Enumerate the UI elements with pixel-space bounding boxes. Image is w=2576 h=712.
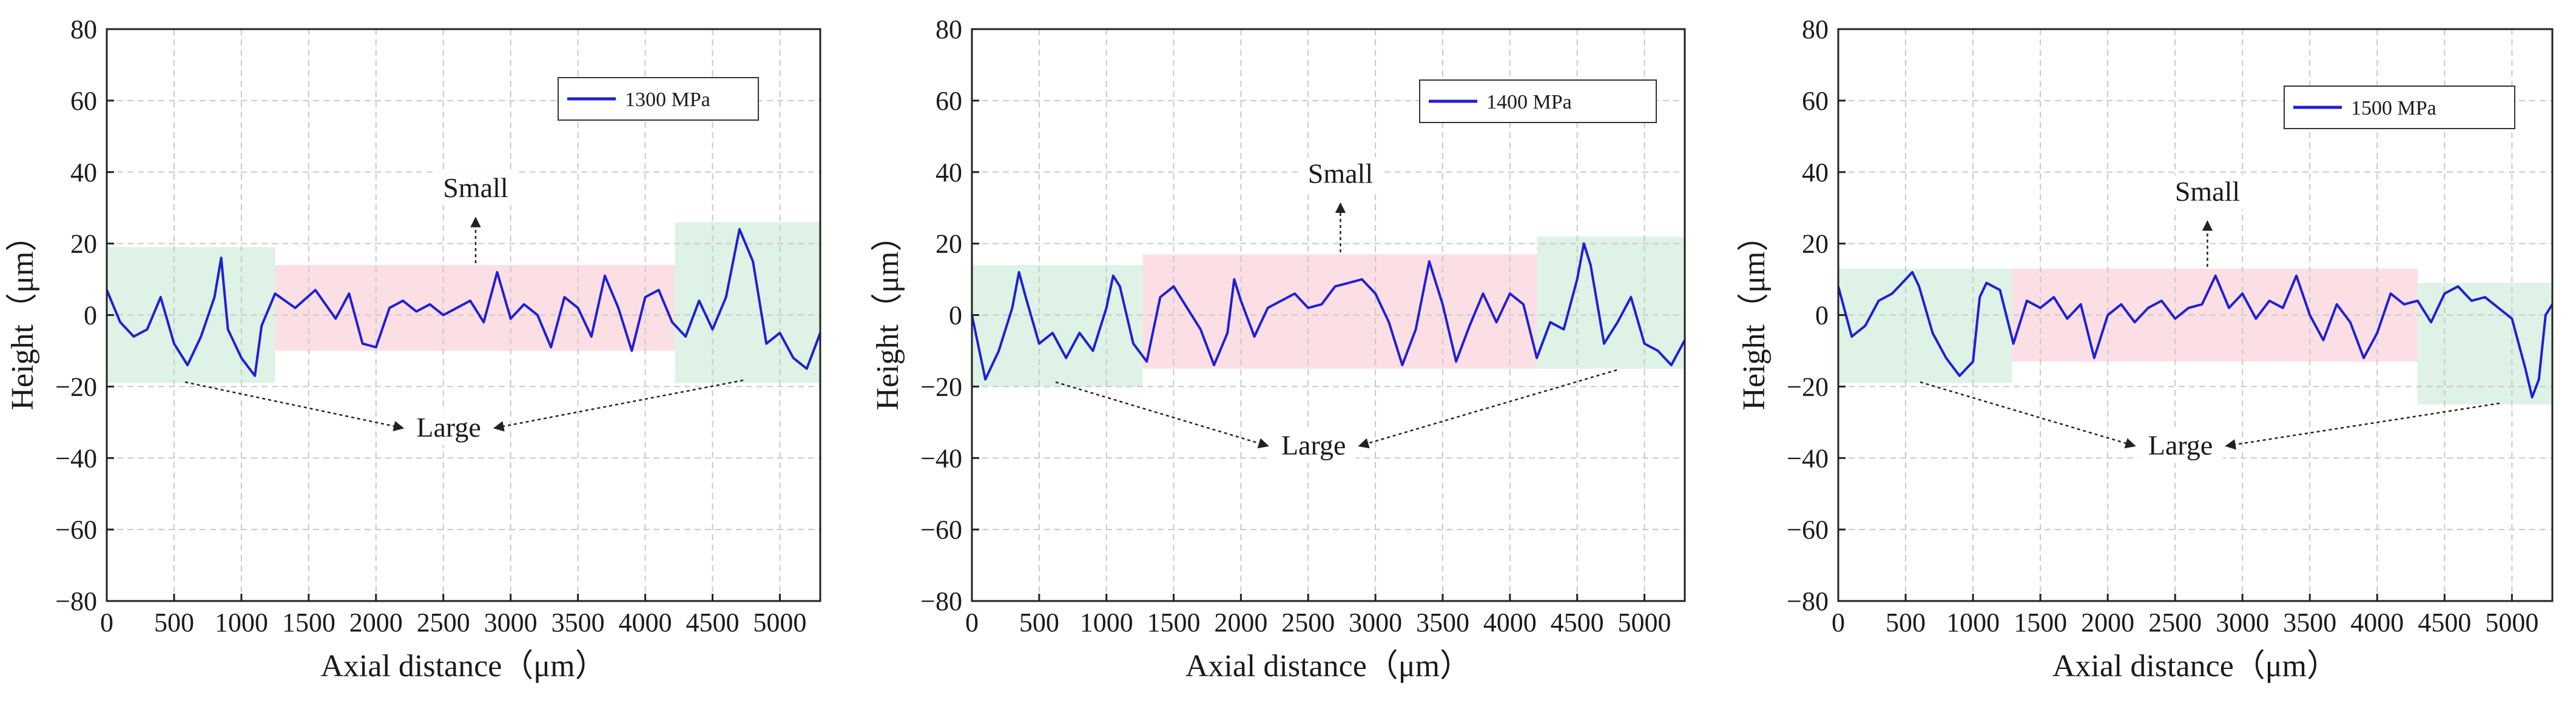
x-tick-label: 5000: [2485, 608, 2538, 637]
y-tick-label: −20: [920, 372, 962, 401]
chart-panel-1: 0 500 1000 1500 2000 2500 3000 3500 4000 4500 5000…: [5, 15, 821, 683]
x-tick-label: 500: [1019, 608, 1059, 637]
x-tick-label: 4500: [1551, 608, 1604, 637]
legend-label: 1500 MPa: [2351, 97, 2436, 119]
x-tick-label: 3000: [2216, 608, 2269, 637]
large-label-background: [406, 411, 491, 445]
x-tick-label: 1500: [2014, 608, 2067, 637]
x-tick-label: 500: [154, 608, 194, 637]
x-tick-label: 4000: [619, 608, 672, 637]
y-tick-label: −80: [920, 586, 962, 616]
legend-label: 1300 MPa: [625, 89, 710, 111]
y-axis-title: Height（μm）: [871, 220, 905, 411]
series-line: [1837, 270, 2554, 399]
y-tick-label: −40: [920, 443, 962, 473]
x-tick-label: 1000: [1946, 608, 2000, 637]
y-tick-label: 60: [1802, 86, 1829, 116]
y-tick-label: 80: [1802, 15, 1829, 44]
y-tick-label: 20: [1802, 229, 1829, 259]
x-tick-label: 1000: [215, 608, 268, 637]
x-tick-label: 4500: [2418, 608, 2471, 637]
y-tick-label: 40: [936, 158, 962, 187]
x-tick-label: 2500: [1281, 608, 1335, 637]
chart-panel-2: 0 500 1000 1500 2000 2500 3000 3500 4000 4500 5000…: [871, 15, 1686, 683]
x-tick-label: 2500: [417, 608, 470, 637]
legend-label: 1400 MPa: [1486, 91, 1572, 113]
x-axis-title: Axial distance（μm）: [1185, 649, 1471, 683]
x-tick-label: 2000: [349, 608, 403, 637]
x-tick-label: 2000: [2081, 608, 2134, 637]
x-tick-label: 500: [1886, 608, 1926, 637]
large-label-background: [2138, 429, 2224, 463]
y-tick-label: −20: [1787, 372, 1829, 401]
x-axis-title: Axial distance（μm）: [2052, 649, 2338, 683]
y-tick-label: −60: [55, 515, 97, 545]
small-annotation: Small: [443, 172, 508, 203]
y-tick-label: 0: [949, 301, 962, 331]
x-tick-label: 5000: [1617, 608, 1671, 637]
y-tick-label: −60: [1787, 515, 1829, 545]
x-tick-label: 5000: [753, 608, 806, 637]
x-tick-label: 3500: [551, 608, 605, 637]
small-region-band: [1142, 254, 1537, 369]
y-tick-label: 80: [70, 15, 97, 44]
large-annotation: Large: [1281, 429, 1346, 460]
small-annotation: Small: [2175, 176, 2240, 207]
y-tick-label: −20: [55, 372, 97, 401]
x-tick-label: 2000: [1214, 608, 1267, 637]
x-tick-label: 3500: [2283, 608, 2336, 637]
x-tick-label: 0: [1832, 608, 1845, 637]
small-label-background: [1298, 157, 1383, 192]
x-tick-label: 3500: [1416, 608, 1469, 637]
large-arrow-left: [1920, 381, 2136, 449]
large-arrow-right: [1358, 369, 1617, 449]
y-tick-label: 60: [936, 86, 962, 116]
x-tick-label: 1000: [1080, 608, 1133, 637]
small-label-background: [433, 172, 518, 206]
x-tick-label: 3000: [1349, 608, 1402, 637]
large-region-band: [972, 264, 1143, 387]
y-tick-label: 40: [1802, 158, 1829, 187]
chart-panel-3: 0 500 1000 1500 2000 2500 3000 3500 4000 4500 5000…: [1737, 15, 2554, 683]
y-tick-label: −60: [920, 515, 962, 545]
large-arrow-right: [2225, 402, 2500, 450]
x-tick-label: 4000: [2350, 608, 2404, 637]
x-tick-label: 4500: [686, 608, 739, 637]
x-axis-title: Axial distance（μm）: [320, 649, 606, 683]
y-tick-label: 20: [936, 229, 962, 259]
x-tick-label: 1500: [1147, 608, 1201, 637]
large-arrow-right: [493, 379, 744, 432]
large-arrow-left: [184, 381, 405, 432]
y-tick-label: −80: [1787, 586, 1829, 616]
x-tick-label: 2500: [2148, 608, 2202, 637]
large-arrow-left: [1055, 381, 1269, 449]
x-tick-label: 0: [965, 608, 979, 637]
y-tick-label: 60: [70, 86, 97, 116]
large-annotation: Large: [2148, 429, 2213, 460]
large-annotation: Large: [416, 412, 480, 443]
x-tick-label: 0: [100, 608, 113, 637]
large-region-band: [1537, 236, 1685, 369]
series-line: [971, 242, 1686, 381]
large-label-background: [1271, 429, 1357, 463]
y-tick-label: 0: [1815, 301, 1829, 331]
y-tick-label: 40: [70, 158, 97, 187]
y-tick-label: −40: [55, 443, 97, 473]
series-line: [106, 228, 821, 377]
y-tick-label: 0: [84, 301, 97, 331]
y-axis-title: Height（μm）: [5, 220, 40, 411]
x-tick-label: 3000: [484, 608, 538, 637]
small-label-background: [2165, 175, 2250, 209]
y-tick-label: 80: [936, 15, 962, 44]
small-annotation: Small: [1308, 158, 1373, 189]
y-tick-label: −80: [55, 586, 97, 616]
y-tick-label: −40: [1787, 443, 1829, 473]
y-tick-label: 20: [70, 229, 97, 259]
y-axis-title: Height（μm）: [1737, 220, 1772, 411]
x-tick-label: 4000: [1483, 608, 1537, 637]
x-tick-label: 1500: [282, 608, 335, 637]
